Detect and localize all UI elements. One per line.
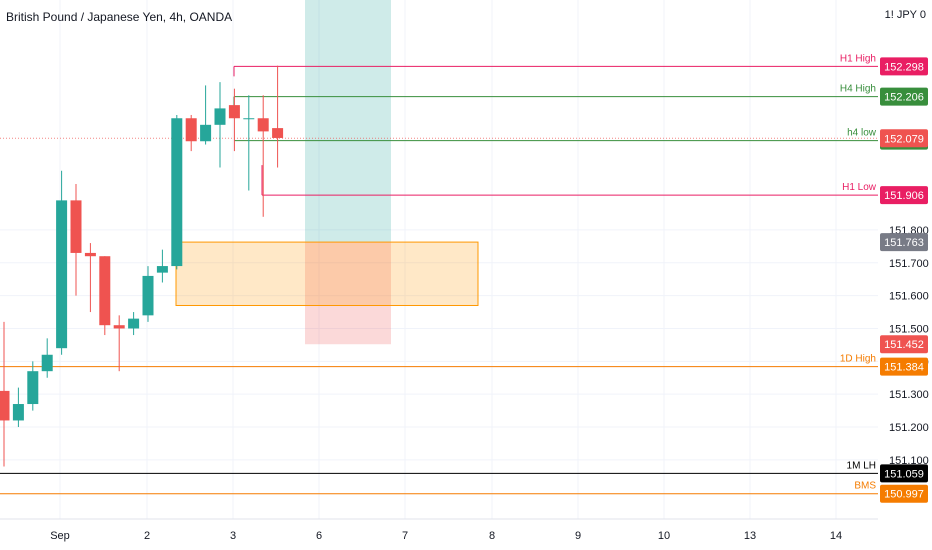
- currency-code: JPY: [896, 9, 917, 21]
- level-price-badge: 151.059: [884, 468, 924, 480]
- candle-body: [228, 105, 240, 119]
- candle-body: [243, 118, 255, 120]
- level-label: H1 High: [840, 53, 876, 64]
- level-price-badge: 151.384: [884, 362, 924, 374]
- level-price-badge-bg: [880, 484, 928, 503]
- level-label: h4 low: [847, 128, 877, 139]
- x-tick-label: 7: [402, 530, 408, 542]
- level-label: 1M LH: [847, 460, 876, 471]
- currency-suffix: 0: [919, 9, 926, 21]
- y-tick-label: 151.200: [889, 422, 929, 434]
- price-marker-badge: 151.452: [884, 339, 924, 351]
- level-price-badge-bg: [880, 57, 928, 76]
- x-tick-label: 14: [830, 530, 842, 542]
- level-price-badge-bg: [880, 357, 928, 376]
- candle-body: [70, 200, 82, 253]
- position-loss-zone: [305, 242, 391, 345]
- candle-body: [272, 128, 284, 138]
- currency-prefix: 1!: [884, 9, 894, 21]
- candle-body: [113, 325, 125, 329]
- demand-zone-box: [175, 241, 479, 306]
- candle-body: [0, 390, 10, 421]
- price-marker-badge: 151.763: [884, 237, 924, 249]
- candle-body: [56, 200, 68, 349]
- candle-body: [142, 275, 154, 316]
- level-price-badge: 152.298: [884, 61, 924, 73]
- x-tick-label: 9: [575, 530, 581, 542]
- x-tick-label: 3: [230, 530, 236, 542]
- x-tick-label: 10: [658, 530, 670, 542]
- y-tick-label: 151.700: [889, 258, 929, 270]
- y-tick-label: 151.300: [889, 389, 929, 401]
- chart-title: British Pound / Japanese Yen, 4h, OANDA: [6, 10, 233, 24]
- y-tick-label: 151.100: [889, 455, 929, 467]
- y-tick-label: 151.600: [889, 291, 929, 303]
- candle-body: [214, 108, 226, 125]
- currency-label[interactable]: 1! JPY 0: [885, 9, 926, 21]
- x-tick-label: 6: [316, 530, 322, 542]
- candle-body: [185, 118, 197, 142]
- candle-body: [99, 256, 111, 326]
- level-label: H4 High: [840, 84, 876, 95]
- x-tick-label: 2: [144, 530, 150, 542]
- candle-body: [200, 124, 212, 142]
- price-marker-badge-bg: [880, 335, 928, 354]
- x-tick-label: 8: [489, 530, 495, 542]
- candle-body: [171, 118, 183, 267]
- level-price-badge: 150.997: [884, 489, 924, 501]
- level-price-badge-bg: [880, 186, 928, 205]
- current-price-badge: 152.079: [884, 133, 924, 145]
- level-label: H1 Low: [842, 182, 877, 193]
- candle-body: [257, 118, 269, 132]
- level-price-badge-bg: [880, 464, 928, 483]
- candle-body: [12, 404, 24, 421]
- level-label: BMS: [854, 481, 876, 492]
- current-price-badge-bg: [880, 129, 928, 148]
- y-tick-label: 151.500: [889, 323, 929, 335]
- level-label: 1D High: [840, 354, 876, 365]
- candle-body: [41, 354, 53, 372]
- position-profit-zone: [305, 0, 391, 243]
- level-price-badge-bg: [880, 87, 928, 106]
- x-tick-label: Sep: [50, 530, 70, 542]
- candle-body: [128, 318, 140, 329]
- level-price-badge: 151.906: [884, 190, 924, 202]
- x-tick-label: 13: [744, 530, 756, 542]
- level-price-badge: 152.206: [884, 92, 924, 104]
- candle-body: [156, 266, 168, 273]
- candle-body: [84, 252, 96, 257]
- candle-body: [27, 371, 39, 405]
- price-marker-badge-bg: [880, 233, 928, 252]
